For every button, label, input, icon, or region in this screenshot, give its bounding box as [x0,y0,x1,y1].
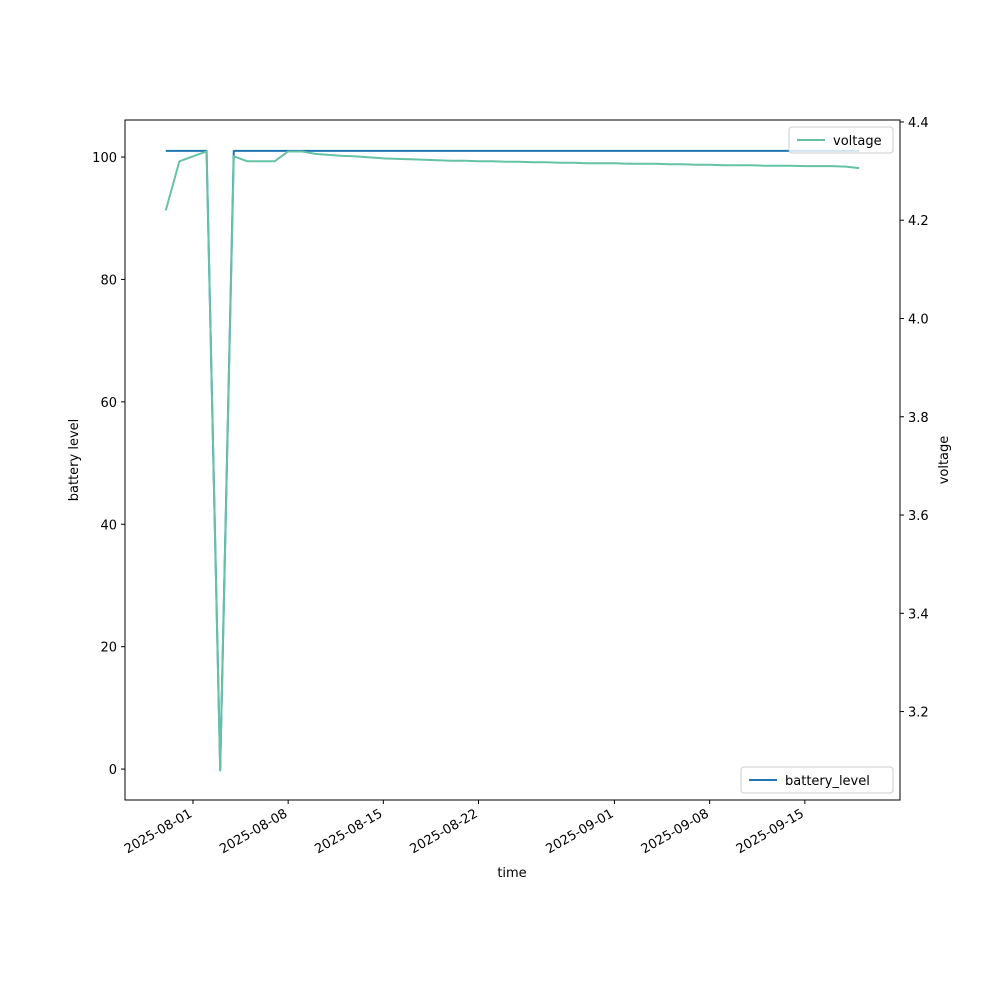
y2-tick-label: 3.8 [908,411,929,426]
x-tick-label: 2025-09-15 [734,806,807,857]
legend: voltage [788,126,894,154]
y2-tick-label: 3.6 [908,509,929,524]
y-tick-label: 60 [100,396,117,411]
y-tick-label: 40 [100,518,117,533]
y2-tick-label: 4.4 [908,116,929,131]
y-tick-label: 100 [92,151,117,166]
y2-axis-label: voltage [937,436,952,485]
y2-tick-label: 3.2 [908,706,929,721]
legend-label: battery_level [785,774,870,789]
x-axis-label: time [497,866,526,881]
legend-box [788,126,894,154]
series-line [165,149,860,771]
x-tick-label: 2025-08-22 [408,806,481,857]
x-tick-label: 2025-09-01 [544,806,617,857]
legend: battery_level [740,766,894,794]
y-tick-label: 80 [100,273,117,288]
legend-label: voltage [833,134,882,149]
y-tick-label: 20 [100,641,117,656]
x-tick-label: 2025-08-15 [312,806,385,857]
plot-frame [124,119,901,801]
y-tick-label: 0 [109,763,117,778]
x-tick-label: 2025-08-01 [122,806,195,857]
series-line [164,150,860,772]
y2-tick-label: 4.0 [908,312,929,327]
x-tick-label: 2025-08-08 [217,806,290,857]
legend-box [740,766,894,794]
y2-tick-label: 4.2 [908,214,929,229]
x-tick-label: 2025-09-08 [639,806,712,857]
y-axis-label: battery level [67,419,82,502]
y2-tick-label: 3.4 [908,607,929,622]
